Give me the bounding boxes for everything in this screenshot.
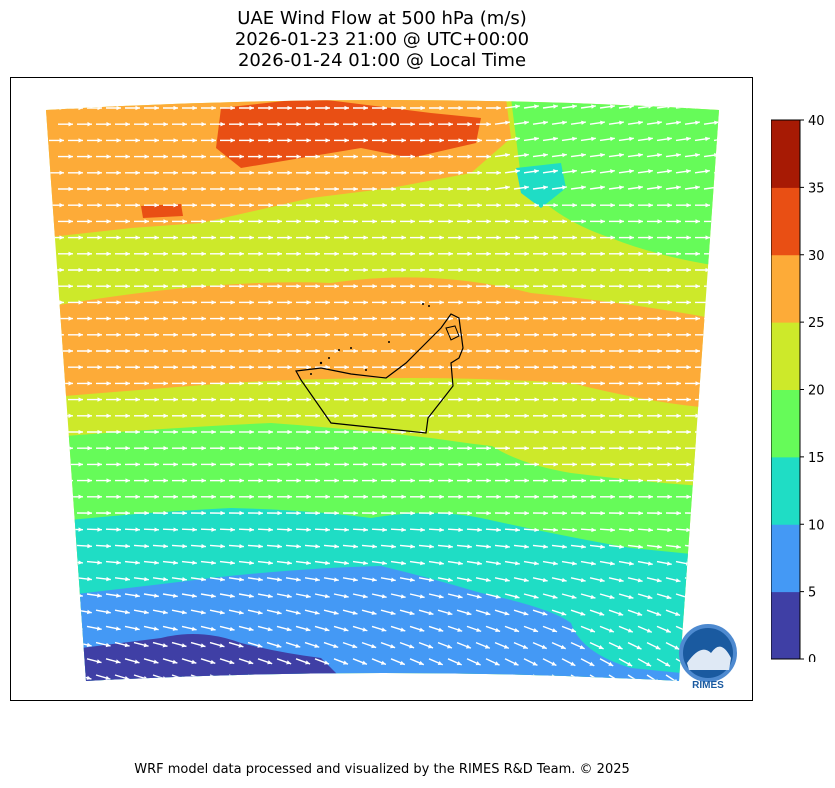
colorbar: 0 5 10 15 20 25 30 35 40 (771, 114, 825, 662)
wind-arrows (48, 104, 719, 681)
logo-label: RIMES (692, 680, 724, 691)
wind-map: RIMES (46, 100, 737, 691)
colorbar-tick-label: 0 (808, 653, 816, 662)
band-30-35-north (216, 100, 481, 168)
rimes-logo: RIMES (679, 624, 737, 691)
colorbar-block-20-25 (771, 322, 800, 390)
title-line-utc-time: 2026-01-23 21:00 @ UTC+00:00 (234, 29, 530, 50)
colorbar-tick-label: 15 (808, 451, 825, 466)
colorbar-block-30-35 (771, 187, 800, 256)
colorbar-block-10-15 (771, 456, 800, 525)
colorbar-block-25-30 (771, 254, 800, 323)
colorbar-tick-label: 5 (808, 586, 816, 601)
colorbar-block-35-40 (771, 120, 800, 188)
uae-border (295, 313, 464, 434)
chart-title: UAE Wind Flow at 500 hPa (m/s) 2026-01-2… (0, 8, 764, 71)
colorbar-blocks (771, 120, 800, 660)
band-25-30-central (46, 277, 711, 408)
colorbar-block-15-20 (771, 389, 800, 458)
colorbar-ticks: 0 5 10 15 20 25 30 35 40 (800, 114, 825, 662)
colorbar-block-0-5 (771, 591, 800, 660)
wind-speed-field (46, 100, 719, 681)
footer-credit: WRF model data processed and visualized … (134, 762, 630, 777)
colorbar-tick-label: 20 (808, 384, 825, 399)
title-line-local-time: 2026-01-24 01:00 @ Local Time (237, 50, 527, 71)
logo-wave-icon (687, 646, 731, 670)
islands (310, 303, 430, 375)
band-30-35-patch (141, 204, 183, 218)
band-10-15-northeast (516, 163, 566, 208)
colorbar-block-5-10 (771, 524, 800, 593)
band-20-25-south-patch (481, 438, 719, 488)
colorbar-tick-label: 25 (808, 316, 825, 331)
colorbar-tick-label: 10 (808, 518, 825, 533)
musandam-outline (445, 325, 460, 341)
colorbar-tick-label: 30 (808, 249, 825, 264)
colorbar-tick-label: 40 (808, 114, 825, 129)
colorbar-tick-label: 35 (808, 181, 825, 196)
map-frame: RIMES (10, 77, 753, 701)
title-line-variable: UAE Wind Flow at 500 hPa (m/s) (237, 8, 527, 29)
